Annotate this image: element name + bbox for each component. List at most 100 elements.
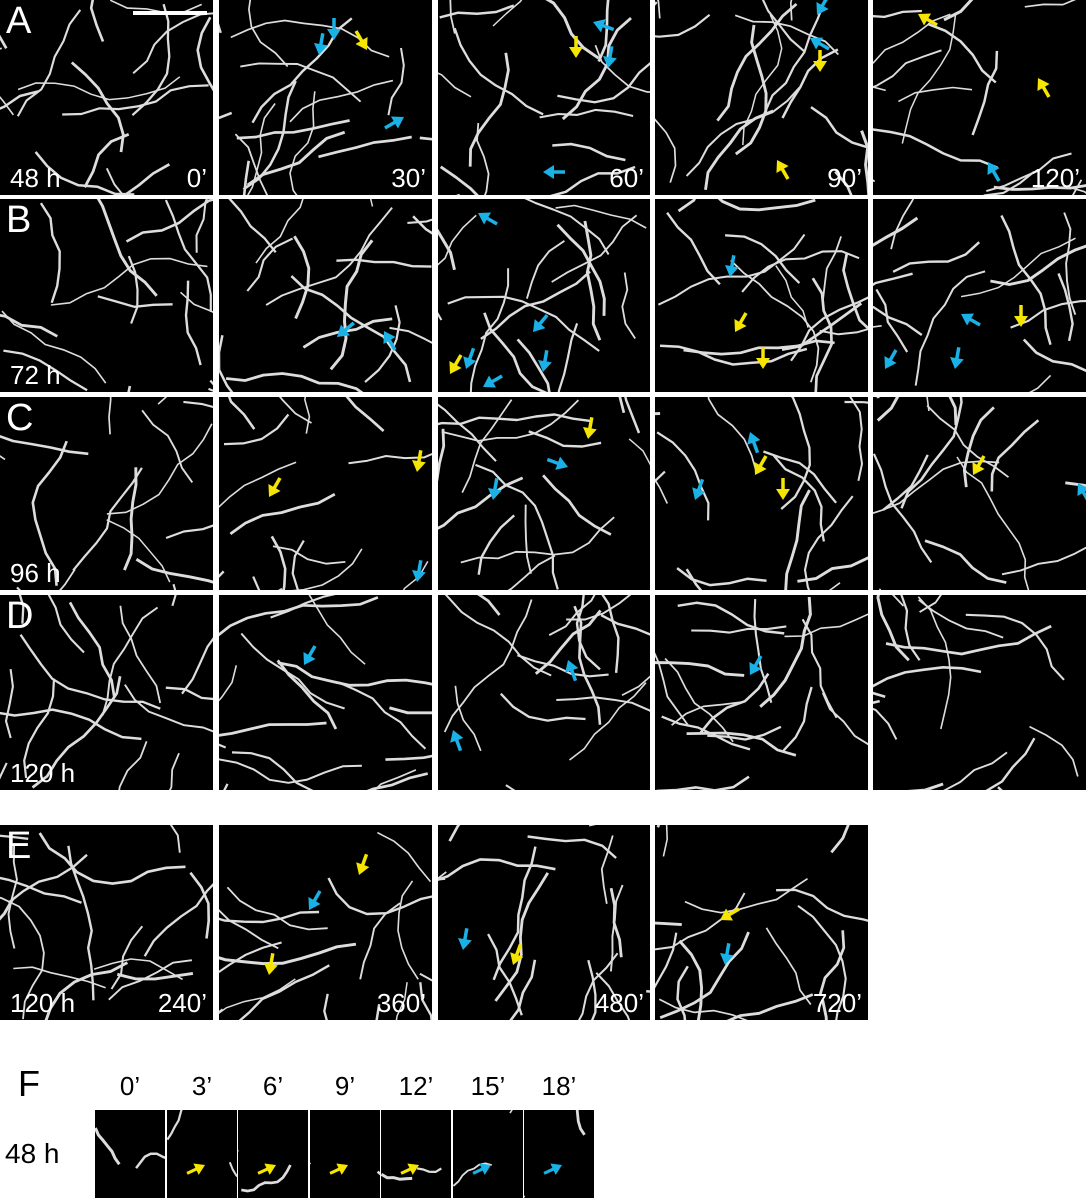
vessel: [516, 338, 551, 392]
yellow-arrow-icon: [776, 478, 790, 500]
vessel: [734, 24, 768, 156]
vessel: [919, 595, 942, 613]
vessel: [454, 685, 482, 752]
yellow-arrow-icon: [400, 1163, 419, 1175]
vessel: [0, 708, 142, 741]
hours-label: 96 h: [10, 558, 61, 588]
vessel: [781, 48, 839, 119]
vessel: [659, 344, 808, 366]
vessel: [655, 1, 658, 6]
vessel: [539, 108, 634, 119]
vessel: [885, 624, 1052, 656]
vessel: [873, 86, 886, 92]
vessel: [412, 215, 432, 235]
vessel: [918, 599, 1004, 639]
scale-bar: [133, 11, 207, 15]
time-label: 120’: [1030, 163, 1080, 193]
microscopy-panel: 360’: [219, 825, 432, 1020]
vessel: [181, 637, 213, 695]
vessel: [118, 740, 148, 790]
vessel: [101, 606, 159, 716]
cyan-arrow-icon: [478, 212, 498, 226]
cyan-arrow-icon: [987, 162, 1001, 182]
vessel: [509, 959, 537, 1020]
vessel: [499, 692, 586, 722]
vessel: [730, 259, 820, 383]
vessel: [873, 179, 876, 183]
vessel: [323, 993, 329, 1020]
vessel: [600, 835, 614, 904]
vessel: [4, 668, 14, 739]
vessel: [927, 22, 997, 84]
vessel: [438, 312, 443, 321]
vessel: [143, 882, 213, 957]
vessel: [228, 1161, 237, 1178]
vessel: [875, 288, 909, 353]
vessel: [609, 884, 624, 972]
yellow-arrow-icon: [257, 1163, 276, 1175]
yellow-arrow-icon: [268, 477, 282, 497]
cyan-arrow-icon: [463, 347, 477, 369]
vessel: [587, 959, 597, 1020]
time-label: 480’: [594, 988, 644, 1018]
vessel: [389, 326, 432, 344]
cyan-arrow-icon: [488, 478, 502, 500]
vessel: [666, 211, 721, 286]
vessel: [646, 989, 650, 993]
vessel: [772, 454, 826, 542]
yellow-arrow-icon: [972, 455, 986, 475]
vessel: [278, 397, 312, 424]
vessel: [873, 9, 922, 19]
vessel: [93, 958, 183, 981]
time-label: 30’: [391, 163, 426, 193]
cyan-arrow-icon: [546, 456, 568, 470]
yellow-arrow-icon: [329, 1163, 348, 1175]
vessel: [873, 216, 919, 247]
vessel: [860, 130, 868, 195]
vessel: [655, 892, 746, 951]
cyan-arrow-icon: [950, 347, 964, 369]
vessel: [219, 335, 234, 392]
yellow-arrow-icon: [569, 36, 583, 58]
vessel: [453, 1162, 492, 1187]
row-letter: C: [6, 397, 34, 439]
vessel: [248, 0, 289, 68]
vessel: [873, 325, 882, 328]
vessel: [659, 931, 750, 1020]
vessel: [1010, 300, 1086, 329]
vessel: [676, 965, 689, 1020]
yellow-arrow-icon: [186, 1163, 205, 1175]
time-label: 15’: [470, 1071, 506, 1101]
vessel: [477, 514, 516, 575]
vessel: [671, 701, 742, 726]
vessel: [676, 567, 767, 587]
vessel: [662, 825, 668, 857]
vessel: [525, 240, 565, 299]
vessel: [1001, 546, 1086, 576]
microscopy-panel: [219, 595, 432, 790]
vessel: [1000, 214, 1052, 346]
vessel: [438, 428, 446, 482]
time-label: 240’: [157, 988, 207, 1018]
vessel: [828, 582, 841, 590]
row-letter: A: [6, 0, 32, 42]
vessel: [618, 397, 626, 414]
microscopy-panel: [238, 1110, 308, 1198]
cyan-arrow-icon: [720, 943, 734, 965]
vessel: [168, 752, 180, 790]
vessel: [141, 409, 194, 483]
microscopy-panel: [310, 1110, 380, 1198]
vessel: [873, 707, 898, 740]
vessel: [655, 13, 711, 38]
vessel: [685, 86, 801, 177]
vessel: [135, 558, 213, 584]
vessel: [569, 682, 647, 761]
cyan-arrow-icon: [810, 37, 830, 51]
hours-label: 120 h: [10, 988, 76, 1018]
vessel: [72, 467, 143, 572]
cyan-arrow-icon: [483, 374, 503, 388]
vessel: [556, 223, 606, 316]
vessel: [873, 305, 923, 336]
microscopy-panel: [219, 397, 432, 590]
vessel: [873, 13, 951, 64]
